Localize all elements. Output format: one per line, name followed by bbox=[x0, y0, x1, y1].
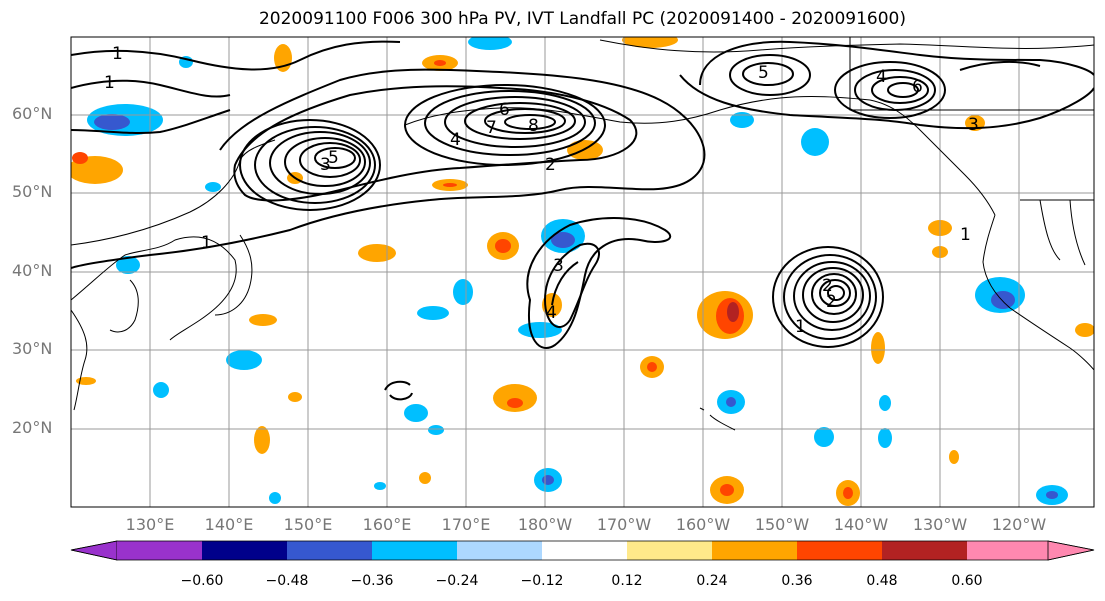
svg-text:4: 4 bbox=[450, 130, 461, 150]
svg-text:8: 8 bbox=[528, 116, 539, 136]
lon-label-160w: 160°W bbox=[675, 515, 731, 534]
map-plot-area: 1 1 1 3 5 6 7 8 4 2 3 4 6 5 1 2 3 4 1 2 bbox=[71, 37, 1094, 507]
svg-text:1: 1 bbox=[960, 225, 971, 245]
colorbar-tick: −0.36 bbox=[350, 573, 394, 589]
anomaly-shading bbox=[71, 37, 1094, 506]
colorbar-tick: 0.36 bbox=[781, 573, 813, 589]
svg-text:2: 2 bbox=[545, 155, 556, 175]
colorbar-tick: 0.24 bbox=[696, 573, 728, 589]
lat-label-40n: 40°N bbox=[12, 261, 53, 280]
graticule bbox=[71, 37, 1094, 507]
colorbar-tick: 0.60 bbox=[951, 573, 983, 589]
svg-text:7: 7 bbox=[486, 118, 497, 138]
colorbar-tick: −0.12 bbox=[520, 573, 564, 589]
lon-label-130w: 130°W bbox=[912, 515, 968, 534]
coastlines bbox=[71, 37, 1094, 431]
svg-text:6: 6 bbox=[912, 77, 923, 97]
svg-text:1: 1 bbox=[104, 73, 115, 93]
colorbar-tick: −0.48 bbox=[265, 573, 309, 589]
lat-label-20n: 20°N bbox=[12, 418, 53, 437]
lon-label-130e: 130°E bbox=[125, 515, 175, 534]
lat-label-60n: 60°N bbox=[12, 104, 53, 123]
lon-label-140e: 140°E bbox=[204, 515, 254, 534]
map-frame bbox=[70, 36, 1095, 508]
colorbar bbox=[70, 540, 1095, 561]
lon-label-140w: 140°W bbox=[833, 515, 889, 534]
svg-text:4: 4 bbox=[546, 303, 557, 323]
lon-label-120w: 120°W bbox=[991, 515, 1047, 534]
lon-label-150w: 150°W bbox=[754, 515, 810, 534]
lon-label-160e: 160°E bbox=[362, 515, 412, 534]
svg-text:3: 3 bbox=[553, 256, 564, 276]
lon-label-150e: 150°E bbox=[283, 515, 333, 534]
lat-label-50n: 50°N bbox=[12, 182, 53, 201]
lat-label-30n: 30°N bbox=[12, 339, 53, 358]
svg-text:3: 3 bbox=[968, 115, 979, 135]
svg-text:6: 6 bbox=[499, 100, 510, 120]
map-title: 2020091100 F006 300 hPa PV, IVT Landfall… bbox=[258, 9, 906, 29]
svg-text:4: 4 bbox=[876, 67, 887, 87]
svg-text:1: 1 bbox=[112, 44, 123, 64]
svg-text:2: 2 bbox=[826, 292, 837, 312]
svg-text:1: 1 bbox=[201, 233, 212, 253]
colorbar-tick: −0.60 bbox=[180, 573, 224, 589]
lon-label-170w: 170°W bbox=[596, 515, 652, 534]
contours bbox=[71, 40, 1094, 401]
colorbar-tick: 0.48 bbox=[866, 573, 898, 589]
lon-label-180w: 180°W bbox=[517, 515, 573, 534]
svg-text:3: 3 bbox=[320, 155, 331, 175]
svg-text:5: 5 bbox=[758, 63, 769, 83]
svg-text:5: 5 bbox=[328, 148, 339, 168]
svg-text:2: 2 bbox=[822, 276, 833, 296]
colorbar-tick: 0.12 bbox=[611, 573, 643, 589]
colorbar-tick: −0.24 bbox=[435, 573, 479, 589]
contour-labels: 1 1 1 3 5 6 7 8 4 2 3 4 6 5 1 2 3 4 1 2 bbox=[104, 44, 979, 337]
lon-label-170e: 170°E bbox=[441, 515, 491, 534]
svg-text:1: 1 bbox=[795, 317, 806, 337]
